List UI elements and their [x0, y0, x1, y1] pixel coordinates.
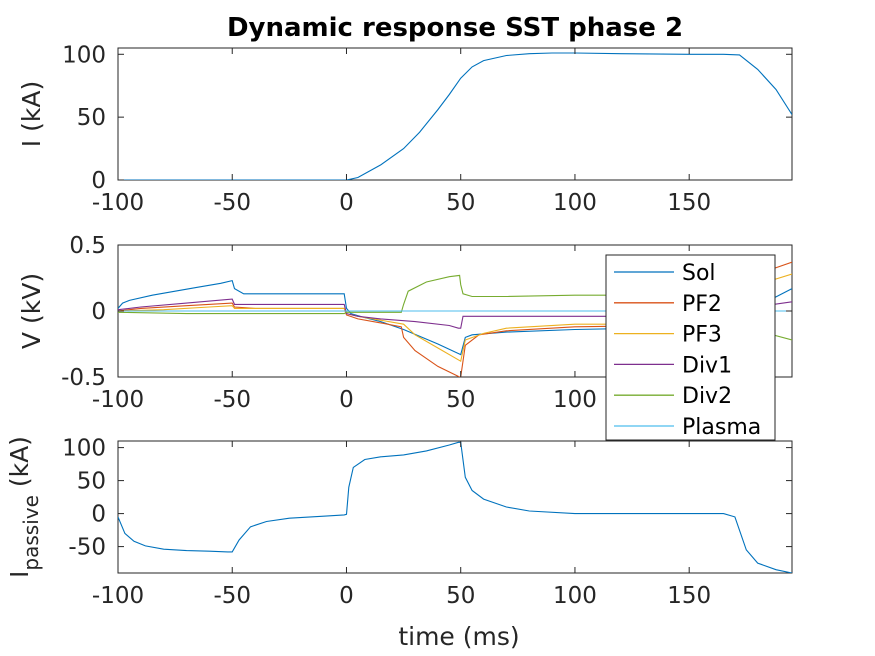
legend-label-sol: Sol [682, 261, 716, 286]
series-line-div2 [118, 274, 792, 341]
x-tick-label: 100 [553, 190, 597, 216]
legend-label-div1: Div1 [682, 353, 732, 378]
y-tick-label: 0 [91, 168, 106, 194]
x-tick-label: 50 [446, 583, 475, 609]
x-tick-label: -100 [92, 190, 144, 216]
voltage-y-axis-label: V (kV) [17, 273, 46, 349]
passive-y-axis-label: Ipassive (kA) [5, 436, 43, 578]
x-tick-label: -50 [213, 387, 251, 413]
y-tick-label: 50 [77, 469, 106, 495]
legend-label-pf3: PF3 [682, 323, 722, 348]
series-line-div1 [118, 298, 792, 329]
passive-axes-box [117, 440, 793, 574]
x-tick-label: 100 [553, 583, 597, 609]
legend: Sol PF2 PF3 Div1 Div2 Plasma [605, 254, 776, 441]
legend-label-div2: Div2 [682, 384, 732, 409]
x-tick-label: -100 [92, 387, 144, 413]
y-tick-label: 0 [91, 502, 106, 528]
y-tick-label: 50 [77, 105, 106, 131]
x-axis-label: time (ms) [398, 622, 519, 651]
passive-ticks: -100 -50 0 50 100 150 -50 0 50 100 [62, 436, 792, 609]
series-line-panel0-0 [118, 52, 792, 180]
passive-ylabel-sub: passive [19, 495, 43, 571]
y-tick-label: 100 [62, 436, 106, 462]
chart-title: Dynamic response SST phase 2 [227, 13, 683, 43]
legend-box [605, 254, 776, 441]
x-tick-label: 0 [339, 190, 354, 216]
x-tick-label: 0 [339, 387, 354, 413]
legend-label-pf2: PF2 [682, 292, 722, 317]
x-tick-label: -100 [92, 583, 144, 609]
y-tick-label: -50 [68, 535, 106, 561]
series-line-pf2 [118, 261, 792, 377]
passive-ylabel-main: I [5, 571, 34, 578]
x-tick-label: 50 [446, 190, 475, 216]
x-tick-label: 0 [339, 583, 354, 609]
y-tick-label: 0.5 [69, 233, 106, 259]
y-tick-label: 0 [91, 299, 106, 325]
current-axes-box [117, 47, 793, 181]
current-plot-area [118, 52, 792, 180]
current-panel: -100 -50 0 50 100 150 0 50 100 I (kA) [17, 42, 793, 216]
passive-ylabel-unit: (kA) [5, 436, 34, 495]
x-tick-label: 100 [553, 387, 597, 413]
series-line-panel2-0 [118, 441, 792, 573]
y-tick-label: 100 [62, 42, 106, 68]
series-line-pf3 [118, 273, 792, 363]
passive-plot-area [118, 441, 792, 573]
legend-label-plasma: Plasma [682, 415, 761, 440]
x-tick-label: -50 [213, 583, 251, 609]
current-y-axis-label: I (kA) [17, 81, 46, 147]
x-tick-label: 150 [667, 583, 711, 609]
current-ticks: -100 -50 0 50 100 150 0 50 100 [62, 42, 792, 216]
x-tick-label: 150 [667, 190, 711, 216]
y-tick-label: -0.5 [61, 365, 106, 391]
x-tick-label: 50 [446, 387, 475, 413]
x-tick-label: -50 [213, 190, 251, 216]
